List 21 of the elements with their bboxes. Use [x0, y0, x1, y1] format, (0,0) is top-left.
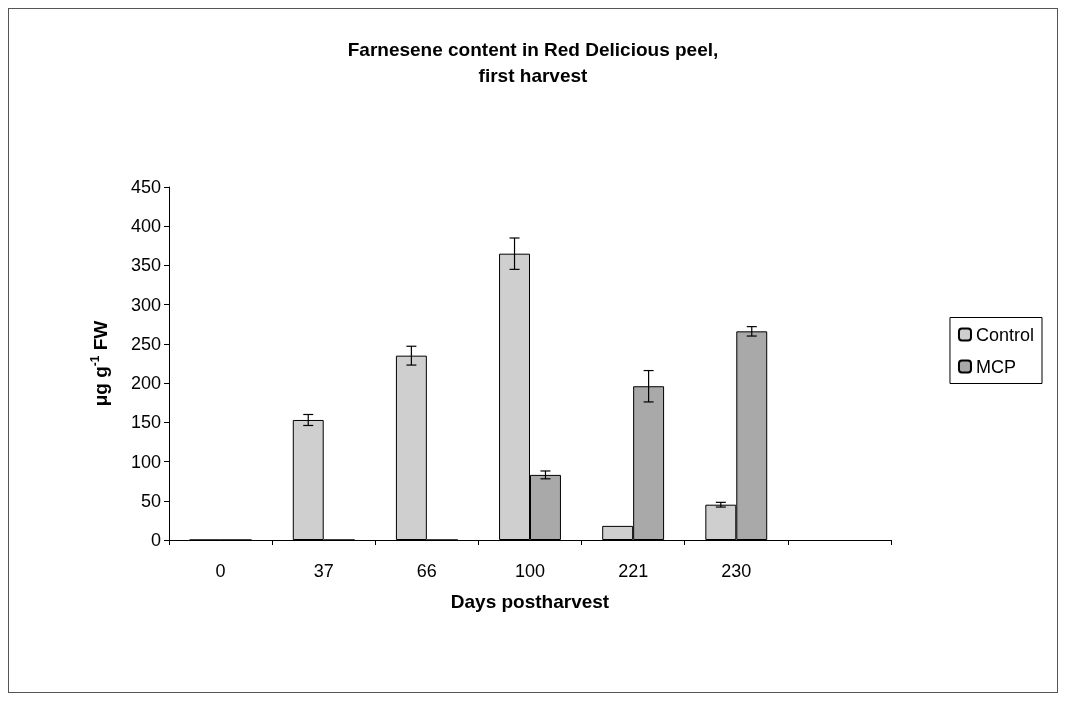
y-axis-title: μg g-1 FW — [88, 320, 111, 407]
legend-label: Control — [975, 324, 1035, 345]
y-tick-label: 150 — [130, 412, 161, 433]
y-tick-label: 350 — [130, 255, 161, 276]
legend-label: MCP — [975, 356, 1016, 377]
y-tick-label: 200 — [130, 373, 161, 394]
x-axis-title: Days postharvest — [450, 591, 610, 612]
x-tick-label: 37 — [313, 561, 334, 581]
x-tick-label: 66 — [416, 561, 437, 581]
chart-title: Farnesene content in Red Delicious peel, first harvest — [347, 38, 719, 86]
y-tick-label: 0 — [150, 530, 161, 550]
y-tick-label: 50 — [140, 490, 161, 511]
y-tick-label: 250 — [130, 333, 161, 354]
x-tick-label: 0 — [215, 561, 226, 581]
x-tick-label: 221 — [618, 561, 649, 581]
x-tick-label: 230 — [721, 561, 752, 581]
x-tick-label: 100 — [514, 561, 546, 581]
y-tick-label: 100 — [130, 451, 161, 472]
y-tick-label: 400 — [130, 216, 161, 237]
y-tick-label: 450 — [130, 177, 161, 197]
y-tick-label: 300 — [130, 294, 161, 315]
